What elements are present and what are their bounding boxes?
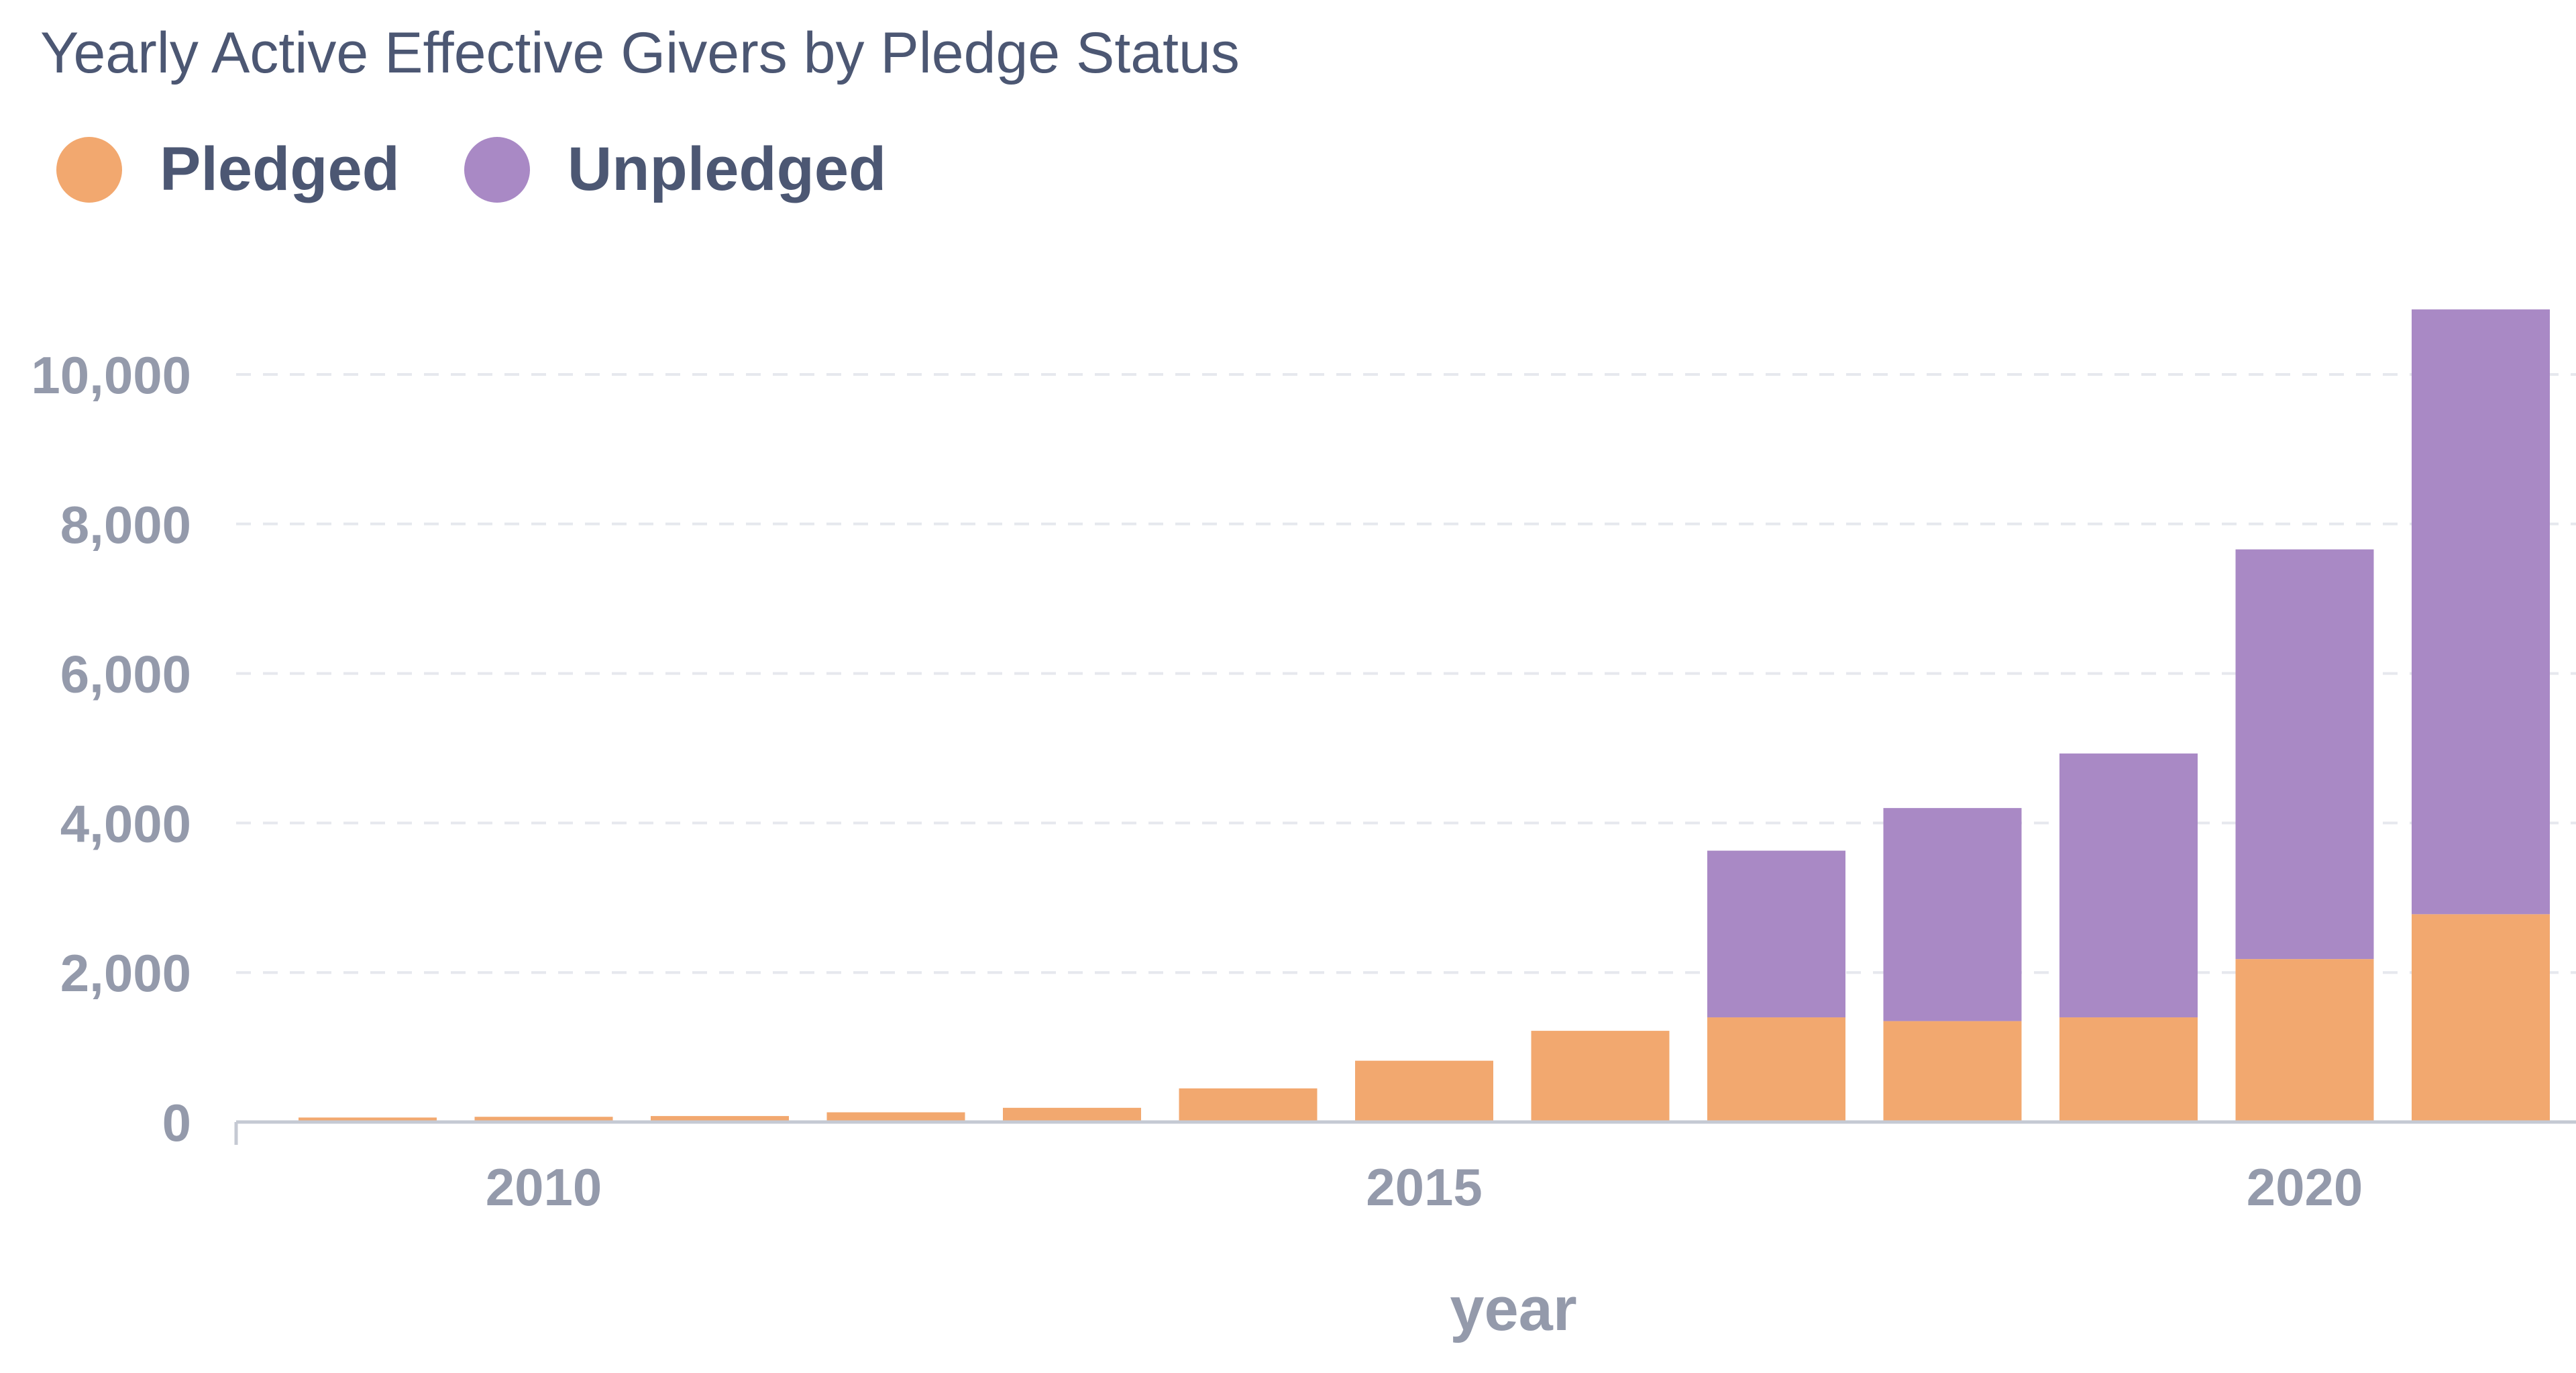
legend-dot-pledged-icon: [56, 136, 122, 203]
y-tick-label: 2,000: [60, 944, 191, 1003]
bar-unpledged-2020[interactable]: [2235, 549, 2374, 960]
bar-pledged-2011[interactable]: [651, 1116, 789, 1122]
bar-pledged-2020[interactable]: [2235, 959, 2374, 1122]
y-tick-label: 6,000: [60, 645, 191, 704]
bar-pledged-2010[interactable]: [474, 1117, 613, 1122]
legend: Pledged Unpledged: [56, 134, 951, 205]
x-tick-label: 2020: [2247, 1158, 2363, 1217]
bar-pledged-2014[interactable]: [1179, 1088, 1318, 1122]
x-axis-title: year: [1450, 1275, 1576, 1343]
x-tick-label: 2015: [1366, 1158, 1483, 1217]
bar-pledged-2016[interactable]: [1531, 1031, 1670, 1122]
bar-pledged-2012[interactable]: [826, 1112, 965, 1122]
chart-title: Yearly Active Effective Givers by Pledge…: [40, 21, 1240, 85]
bar-unpledged-2018[interactable]: [1883, 808, 2022, 1021]
legend-label-unpledged: Unpledged: [567, 135, 887, 203]
legend-label-pledged: Pledged: [160, 135, 400, 203]
bar-pledged-2021[interactable]: [2412, 914, 2550, 1122]
bar-pledged-2019[interactable]: [2059, 1017, 2198, 1122]
y-tick-label: 10,000: [31, 346, 191, 405]
x-tick-label: 2010: [486, 1158, 602, 1217]
bar-pledged-2015[interactable]: [1355, 1060, 1493, 1122]
y-tick-label: 8,000: [60, 495, 191, 554]
bar-pledged-2018[interactable]: [1883, 1021, 2022, 1122]
legend-item-pledged[interactable]: Pledged: [56, 134, 400, 205]
bar-pledged-2013[interactable]: [1003, 1107, 1141, 1122]
bar-unpledged-2017[interactable]: [1707, 850, 1845, 1018]
y-tick-label: 0: [162, 1093, 191, 1152]
legend-dot-unpledged-icon: [464, 136, 530, 203]
bar-pledged-2017[interactable]: [1707, 1017, 1845, 1122]
y-tick-label: 4,000: [60, 794, 191, 853]
legend-item-unpledged[interactable]: Unpledged: [464, 134, 886, 205]
bar-unpledged-2019[interactable]: [2059, 753, 2198, 1018]
bar-pledged-2009[interactable]: [299, 1117, 437, 1122]
bar-unpledged-2021[interactable]: [2412, 309, 2550, 915]
